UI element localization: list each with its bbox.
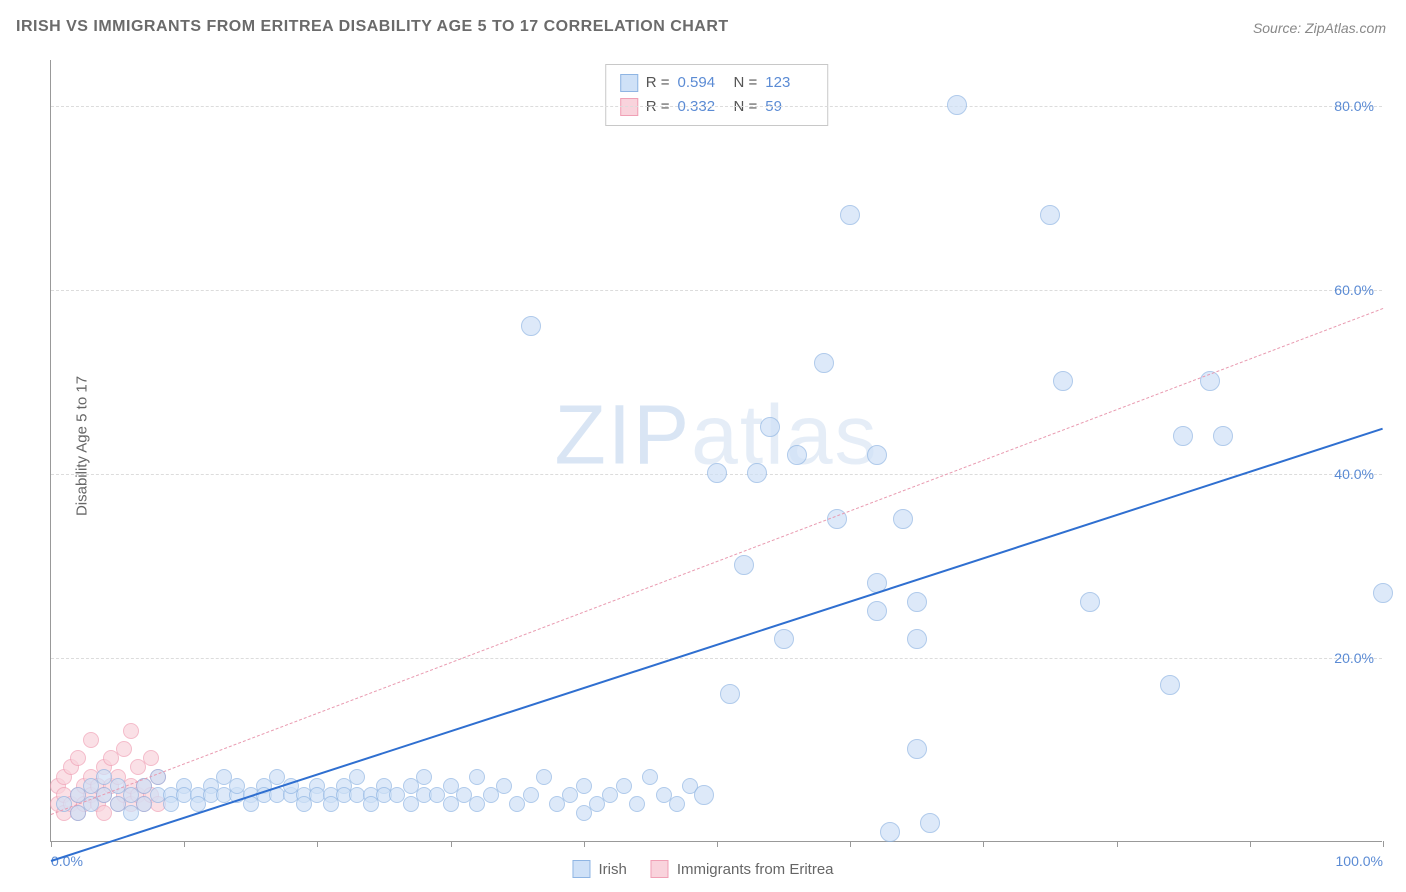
data-point bbox=[760, 417, 780, 437]
data-point bbox=[629, 796, 645, 812]
data-point bbox=[576, 778, 592, 794]
r-value-eritrea: 0.332 bbox=[678, 95, 726, 119]
legend-item-eritrea: Immigrants from Eritrea bbox=[651, 860, 834, 878]
data-point bbox=[616, 778, 632, 794]
series-legend: Irish Immigrants from Eritrea bbox=[572, 860, 833, 878]
y-tick-label: 60.0% bbox=[1334, 282, 1374, 298]
swatch-irish bbox=[620, 74, 638, 92]
data-point bbox=[893, 509, 913, 529]
data-point bbox=[867, 601, 887, 621]
swatch-eritrea bbox=[620, 98, 638, 116]
data-point bbox=[880, 822, 900, 842]
data-point bbox=[523, 787, 539, 803]
correlation-legend: R = 0.594 N = 123 R = 0.332 N = 59 bbox=[605, 64, 829, 126]
x-tick-mark bbox=[1383, 841, 1384, 847]
data-point bbox=[669, 796, 685, 812]
data-point bbox=[840, 205, 860, 225]
x-tick-mark bbox=[1250, 841, 1251, 847]
legend-item-irish: Irish bbox=[572, 860, 626, 878]
data-point bbox=[907, 592, 927, 612]
x-tick-mark bbox=[51, 841, 52, 847]
y-tick-label: 40.0% bbox=[1334, 466, 1374, 482]
data-point bbox=[83, 732, 99, 748]
x-tick-mark bbox=[983, 841, 984, 847]
gridline bbox=[51, 658, 1382, 659]
data-point bbox=[349, 769, 365, 785]
watermark-bold: ZIP bbox=[554, 387, 691, 481]
n-value-irish: 123 bbox=[765, 71, 813, 95]
data-point bbox=[143, 750, 159, 766]
data-point bbox=[720, 684, 740, 704]
data-point bbox=[1160, 675, 1180, 695]
data-point bbox=[774, 629, 794, 649]
legend-label-eritrea: Immigrants from Eritrea bbox=[677, 861, 834, 878]
data-point bbox=[787, 445, 807, 465]
plot-area: ZIPatlas R = 0.594 N = 123 R = 0.332 N =… bbox=[50, 60, 1382, 842]
swatch-irish bbox=[572, 860, 590, 878]
x-tick-mark bbox=[451, 841, 452, 847]
x-tick-label: 100.0% bbox=[1336, 853, 1383, 869]
data-point bbox=[469, 769, 485, 785]
data-point bbox=[1173, 426, 1193, 446]
data-point bbox=[642, 769, 658, 785]
data-point bbox=[123, 723, 139, 739]
x-tick-mark bbox=[184, 841, 185, 847]
data-point bbox=[1373, 583, 1393, 603]
x-tick-mark bbox=[1117, 841, 1118, 847]
legend-label-irish: Irish bbox=[598, 861, 626, 878]
data-point bbox=[907, 629, 927, 649]
legend-row-irish: R = 0.594 N = 123 bbox=[620, 71, 814, 95]
data-point bbox=[867, 445, 887, 465]
r-label: R = bbox=[646, 95, 670, 119]
data-point bbox=[920, 813, 940, 833]
data-point bbox=[1213, 426, 1233, 446]
r-label: R = bbox=[646, 71, 670, 95]
data-point bbox=[496, 778, 512, 794]
data-point bbox=[116, 741, 132, 757]
data-point bbox=[1053, 371, 1073, 391]
data-point bbox=[814, 353, 834, 373]
n-label: N = bbox=[734, 95, 758, 119]
data-point bbox=[734, 555, 754, 575]
chart-title: IRISH VS IMMIGRANTS FROM ERITREA DISABIL… bbox=[16, 18, 729, 36]
data-point bbox=[907, 739, 927, 759]
x-tick-mark bbox=[717, 841, 718, 847]
gridline bbox=[51, 290, 1382, 291]
legend-row-eritrea: R = 0.332 N = 59 bbox=[620, 95, 814, 119]
r-value-irish: 0.594 bbox=[678, 71, 726, 95]
source-credit: Source: ZipAtlas.com bbox=[1253, 20, 1386, 36]
n-value-eritrea: 59 bbox=[765, 95, 813, 119]
data-point bbox=[1080, 592, 1100, 612]
swatch-eritrea bbox=[651, 860, 669, 878]
x-tick-mark bbox=[584, 841, 585, 847]
data-point bbox=[747, 463, 767, 483]
gridline bbox=[51, 106, 1382, 107]
trend-line bbox=[51, 308, 1383, 815]
data-point bbox=[947, 95, 967, 115]
data-point bbox=[416, 769, 432, 785]
data-point bbox=[536, 769, 552, 785]
data-point bbox=[694, 785, 714, 805]
n-label: N = bbox=[734, 71, 758, 95]
x-tick-mark bbox=[850, 841, 851, 847]
y-tick-label: 80.0% bbox=[1334, 98, 1374, 114]
x-tick-mark bbox=[317, 841, 318, 847]
data-point bbox=[70, 750, 86, 766]
trend-line bbox=[51, 428, 1384, 862]
y-tick-label: 20.0% bbox=[1334, 650, 1374, 666]
chart-container: IRISH VS IMMIGRANTS FROM ERITREA DISABIL… bbox=[0, 0, 1406, 892]
data-point bbox=[1040, 205, 1060, 225]
data-point bbox=[521, 316, 541, 336]
data-point bbox=[707, 463, 727, 483]
source-prefix: Source: bbox=[1253, 20, 1305, 36]
source-name: ZipAtlas.com bbox=[1305, 20, 1386, 36]
